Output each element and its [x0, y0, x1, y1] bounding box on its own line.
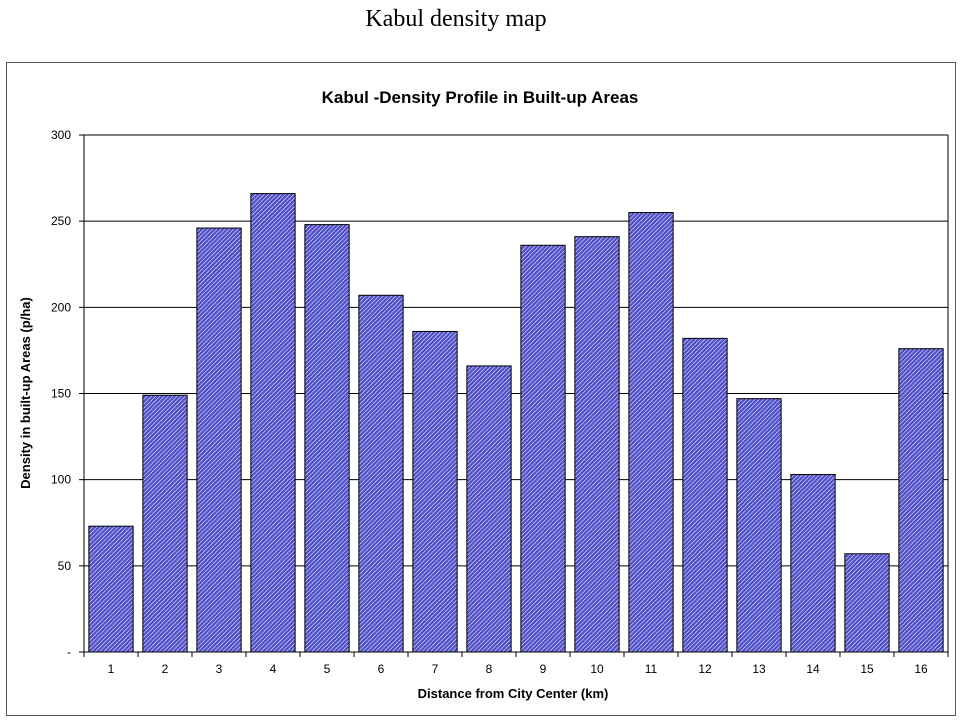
x-tick-label: 10 — [590, 662, 604, 676]
bar — [196, 227, 242, 653]
bar — [250, 193, 296, 653]
y-tick-labels: - 50 100 150 200 250 300 — [51, 128, 71, 659]
x-tick-label: 5 — [324, 662, 331, 676]
bar — [628, 212, 674, 653]
x-tick-label: 1 — [108, 662, 115, 676]
y-tick-label: - — [67, 645, 71, 659]
x-tick-label: 16 — [914, 662, 928, 676]
y-tick-label: 300 — [51, 128, 71, 142]
slide-title: Kabul density map — [365, 6, 547, 32]
bar — [466, 365, 512, 653]
bars — [88, 193, 944, 653]
bar — [358, 294, 404, 653]
y-tick-label: 50 — [58, 559, 72, 573]
bar — [682, 337, 728, 653]
x-tick-label: 14 — [806, 662, 820, 676]
x-tick-label: 3 — [216, 662, 223, 676]
y-tick-label: 250 — [51, 214, 71, 228]
x-tick-label: 6 — [378, 662, 385, 676]
bar — [412, 330, 458, 653]
x-tick-labels: 1 2 3 4 5 6 7 8 9 10 11 12 13 14 15 16 — [108, 662, 928, 676]
bar — [304, 224, 350, 653]
x-tick-label: 7 — [432, 662, 439, 676]
y-tick-label: 150 — [51, 387, 71, 401]
x-tick-label: 13 — [752, 662, 766, 676]
x-tick-label: 15 — [860, 662, 874, 676]
x-tick-label: 8 — [486, 662, 493, 676]
bar — [88, 525, 134, 653]
y-tick-label: 100 — [51, 473, 71, 487]
x-tick-label: 12 — [698, 662, 712, 676]
chart-title: Kabul -Density Profile in Built-up Areas — [322, 88, 639, 107]
x-tick-label: 9 — [540, 662, 547, 676]
bar — [520, 244, 566, 653]
bar — [844, 553, 890, 653]
bar — [736, 398, 782, 653]
y-axis-label: Density in built-up Areas (p/ha) — [18, 297, 33, 489]
bar — [790, 473, 836, 653]
bar — [898, 348, 944, 653]
x-axis-label: Distance from City Center (km) — [418, 686, 609, 701]
x-tick-label: 2 — [162, 662, 169, 676]
axes — [83, 135, 949, 653]
y-tick-label: 200 — [51, 300, 71, 314]
bar — [574, 236, 620, 653]
bar — [142, 394, 188, 653]
x-tick-label: 11 — [645, 662, 658, 676]
x-tick-label: 4 — [270, 662, 277, 676]
